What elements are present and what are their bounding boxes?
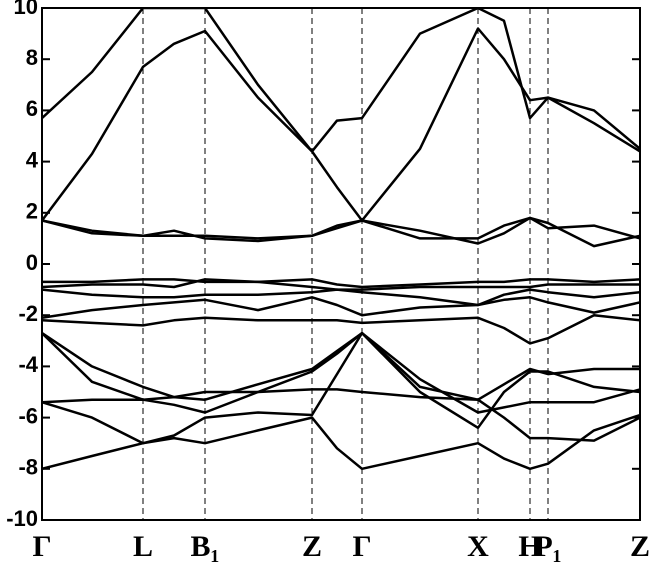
y-tick-label: 10 <box>14 0 38 19</box>
band <box>42 288 640 307</box>
band <box>42 331 640 430</box>
band <box>42 8 640 153</box>
y-tick-label: -8 <box>18 455 38 480</box>
y-tick-label: 8 <box>26 45 38 70</box>
bands <box>42 8 640 471</box>
x-tick-label: H <box>518 530 541 563</box>
y-tick-label: 4 <box>26 147 39 172</box>
x-tick-label: Z <box>630 530 650 563</box>
band <box>42 216 640 243</box>
band <box>42 413 640 471</box>
band <box>42 27 640 222</box>
band <box>42 331 640 445</box>
x-tick-label: Γ <box>352 530 371 563</box>
x-tick-label: L <box>133 530 153 563</box>
x-tick-label: X <box>467 530 489 563</box>
band <box>42 313 640 345</box>
y-tick-label: 6 <box>26 96 38 121</box>
x-tick-label: B₁ <box>190 530 219 563</box>
y-tick-label: -4 <box>18 352 38 377</box>
band <box>42 278 640 289</box>
y-tick-label: -2 <box>18 301 38 326</box>
band <box>42 296 640 320</box>
y-tick-label: 0 <box>26 250 38 275</box>
band <box>42 278 640 291</box>
x-tick-label: Z <box>302 530 322 563</box>
y-tick-label: -10 <box>6 506 38 531</box>
x-tick-label: P₁ <box>534 530 561 563</box>
x-tick-label: Γ <box>32 530 51 563</box>
band <box>42 216 640 248</box>
y-tick-label: 2 <box>26 199 38 224</box>
y-tick-label: -6 <box>18 403 38 428</box>
band <box>42 388 640 442</box>
